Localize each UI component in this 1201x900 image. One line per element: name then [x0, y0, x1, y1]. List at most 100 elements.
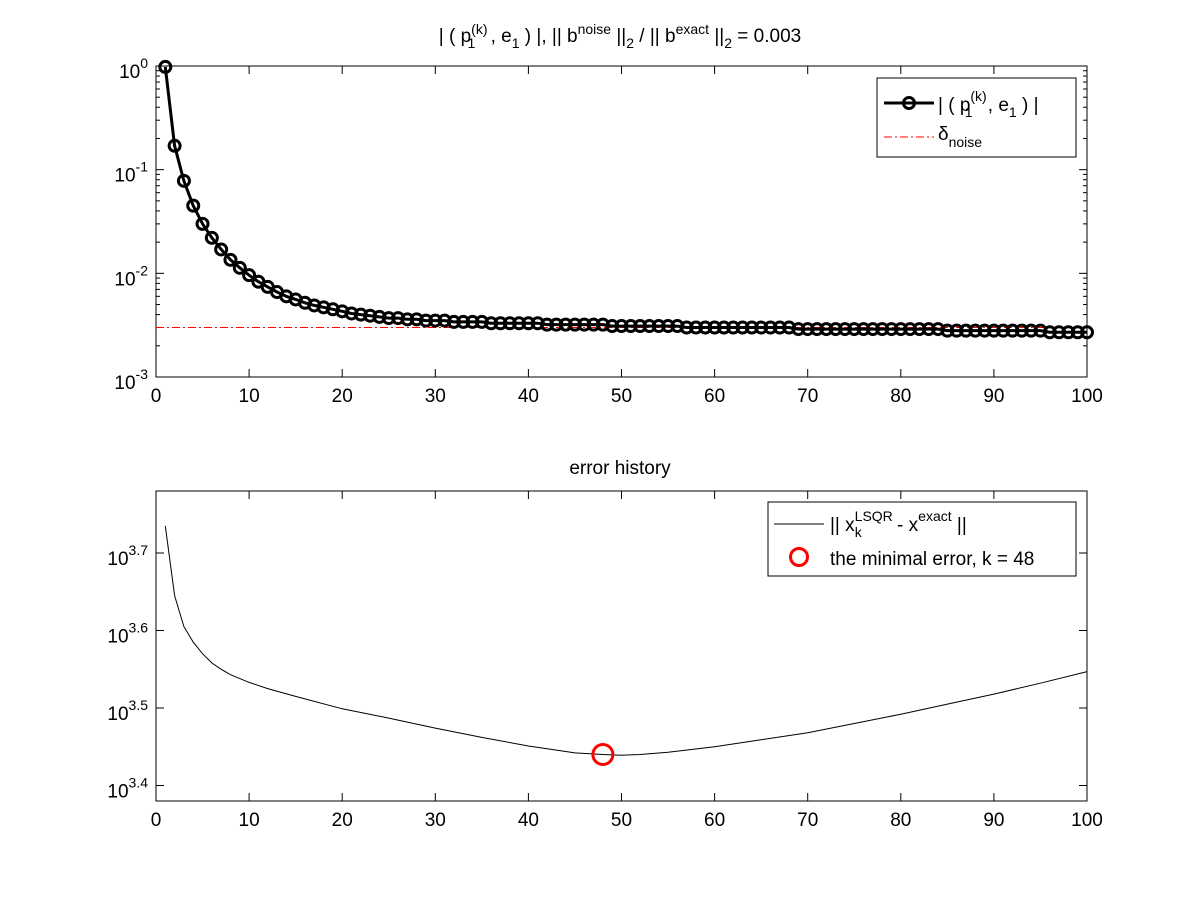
projection-data-point	[837, 322, 852, 337]
projection-data-point	[661, 319, 676, 334]
projection-data-point	[791, 322, 806, 337]
title-sub: 2	[626, 35, 634, 51]
bottom-legend-circle-marker	[789, 547, 809, 567]
projection-data-point	[456, 314, 471, 329]
top-y-tick-label: 10-1	[114, 159, 148, 187]
top-y-tick-label: 10-3	[114, 366, 148, 394]
top-x-tick-label: 90	[983, 386, 1004, 407]
top-legend: | ( p(k) 1 , e1 ) | δnoise	[876, 77, 1077, 158]
projection-data-point	[623, 319, 638, 334]
projection-data-point	[688, 320, 703, 335]
tick-base: 10	[107, 549, 128, 570]
title-part: / || b	[634, 26, 676, 47]
projection-data-point	[642, 319, 657, 334]
title-sub: 2	[724, 35, 732, 51]
bottom-y-tick-label: 103.7	[107, 542, 148, 570]
bottom-legend-label-minimum: the minimal error, k = 48	[830, 549, 1034, 570]
projection-data-point	[502, 316, 517, 331]
legend-sup: exact	[918, 508, 952, 524]
projection-data-point	[1042, 325, 1057, 340]
bottom-x-tick-label: 90	[983, 810, 1004, 831]
tick-base: 10	[107, 627, 128, 648]
title-part: ) |, || b	[520, 26, 578, 47]
projection-data-point	[344, 306, 359, 321]
legend-sub: k	[855, 524, 863, 540]
tick-exp: 3.6	[129, 620, 149, 636]
tick-base: 10	[114, 373, 135, 394]
projection-data-point	[186, 198, 201, 213]
projection-data-point	[204, 230, 219, 245]
projection-data-point	[1024, 323, 1039, 338]
projection-data-point	[446, 314, 461, 329]
legend-sub: 1	[1009, 104, 1017, 120]
projection-data-point	[214, 242, 229, 257]
top-x-tick-label: 30	[425, 386, 446, 407]
top-y-tick-label: 100	[119, 55, 148, 83]
title-sup: (k)	[471, 21, 487, 37]
projection-data-point	[958, 323, 973, 338]
projection-data-point	[521, 316, 536, 331]
projection-data-point	[540, 317, 555, 332]
projection-data-point	[940, 323, 955, 338]
top-x-tick-label: 80	[890, 386, 911, 407]
top-legend-circle-marker	[902, 96, 916, 110]
legend-sup: (k)	[970, 88, 986, 104]
top-x-tick-label: 20	[332, 386, 353, 407]
projection-data-point	[772, 320, 787, 335]
projection-data-point	[1070, 325, 1085, 340]
projection-data-point	[1005, 323, 1020, 338]
bottom-x-tick-label: 70	[797, 810, 818, 831]
projection-data-point	[707, 320, 722, 335]
tick-base: 10	[119, 62, 140, 83]
projection-data-point	[633, 319, 648, 334]
projection-data-point	[372, 309, 387, 324]
title-part: ||	[709, 26, 724, 47]
bottom-x-tick-label: 10	[239, 810, 260, 831]
projection-data-point	[167, 138, 182, 153]
projection-data-point	[968, 323, 983, 338]
legend-part: | ( p	[938, 95, 970, 116]
projection-data-point	[437, 313, 452, 328]
bottom-x-tick-label: 100	[1071, 810, 1103, 831]
top-plot-series	[156, 59, 1094, 340]
projection-data-point	[744, 320, 759, 335]
top-plot-title: | ( p(k) 1 , e1 ) |, || bnoise ||2 / || b…	[439, 21, 801, 51]
bottom-legend-label-error: || xLSQR k - xexact ||	[830, 508, 967, 540]
projection-data-point	[884, 322, 899, 337]
projection-data-point	[558, 317, 573, 332]
projection-data-point	[391, 311, 406, 326]
projection-data-point	[1014, 323, 1029, 338]
projection-data-point	[763, 320, 778, 335]
projection-data-point	[949, 323, 964, 338]
projection-data-point	[512, 316, 527, 331]
projection-data-point	[893, 322, 908, 337]
bottom-legend-box	[767, 501, 1077, 577]
projection-data-point	[800, 322, 815, 337]
tick-exp: 3.4	[129, 775, 149, 791]
projection-data-point	[605, 319, 620, 334]
projection-data-point	[484, 316, 499, 331]
projection-data-point	[1061, 325, 1076, 340]
projection-data-point	[353, 307, 368, 322]
top-x-tick-label: 50	[611, 386, 632, 407]
title-part: ||	[611, 26, 626, 47]
tick-exp: 0	[140, 55, 148, 71]
tick-base: 10	[107, 782, 128, 803]
bottom-x-tick-label: 50	[611, 810, 632, 831]
projection-data-point	[400, 312, 415, 327]
projection-data-point	[530, 316, 545, 331]
top-legend-label-projection: | ( p(k) 1 , e1 ) |	[938, 88, 1039, 120]
title-part: | ( p	[439, 26, 471, 47]
projection-data-point	[986, 323, 1001, 338]
bottom-plot-title: error history	[569, 458, 671, 479]
projection-data-point	[726, 320, 741, 335]
projection-data-point	[428, 313, 443, 328]
projection-data-point	[670, 319, 685, 334]
bottom-x-tick-label: 20	[332, 810, 353, 831]
top-x-tick-label: 0	[151, 386, 162, 407]
projection-data-point	[1052, 325, 1067, 340]
projection-data-point	[754, 320, 769, 335]
projection-data-point	[549, 317, 564, 332]
top-x-tick-label: 70	[797, 386, 818, 407]
